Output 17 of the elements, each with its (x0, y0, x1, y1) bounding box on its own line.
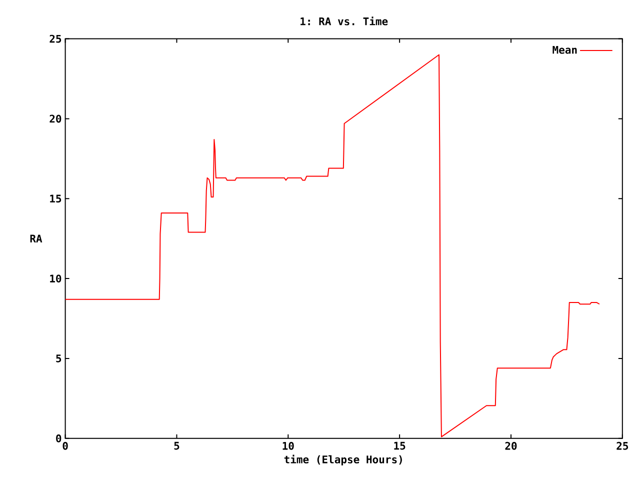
x-axis-title: time (Elapse Hours) (284, 454, 402, 466)
y-tick-label: 0 (56, 434, 62, 442)
x-tick-label: 5 (174, 442, 180, 450)
y-tick-label: 15 (50, 194, 62, 203)
x-tick-label: 20 (505, 442, 517, 450)
chart-title: 1: RA vs. Time (300, 16, 388, 26)
line-series (64, 54, 600, 438)
y-tick-label: 20 (50, 114, 62, 123)
y-axis-title: RA (30, 234, 42, 242)
y-tick-label: 10 (50, 274, 62, 283)
y-tick-label: 5 (56, 354, 62, 362)
x-tick-label: 25 (616, 442, 628, 450)
legend-label: Mean (552, 46, 577, 54)
x-tick-label: 0 (62, 442, 68, 450)
y-tick-label: 25 (50, 34, 62, 43)
x-tick-label: 15 (394, 442, 406, 450)
x-tick-label: 10 (282, 442, 294, 450)
